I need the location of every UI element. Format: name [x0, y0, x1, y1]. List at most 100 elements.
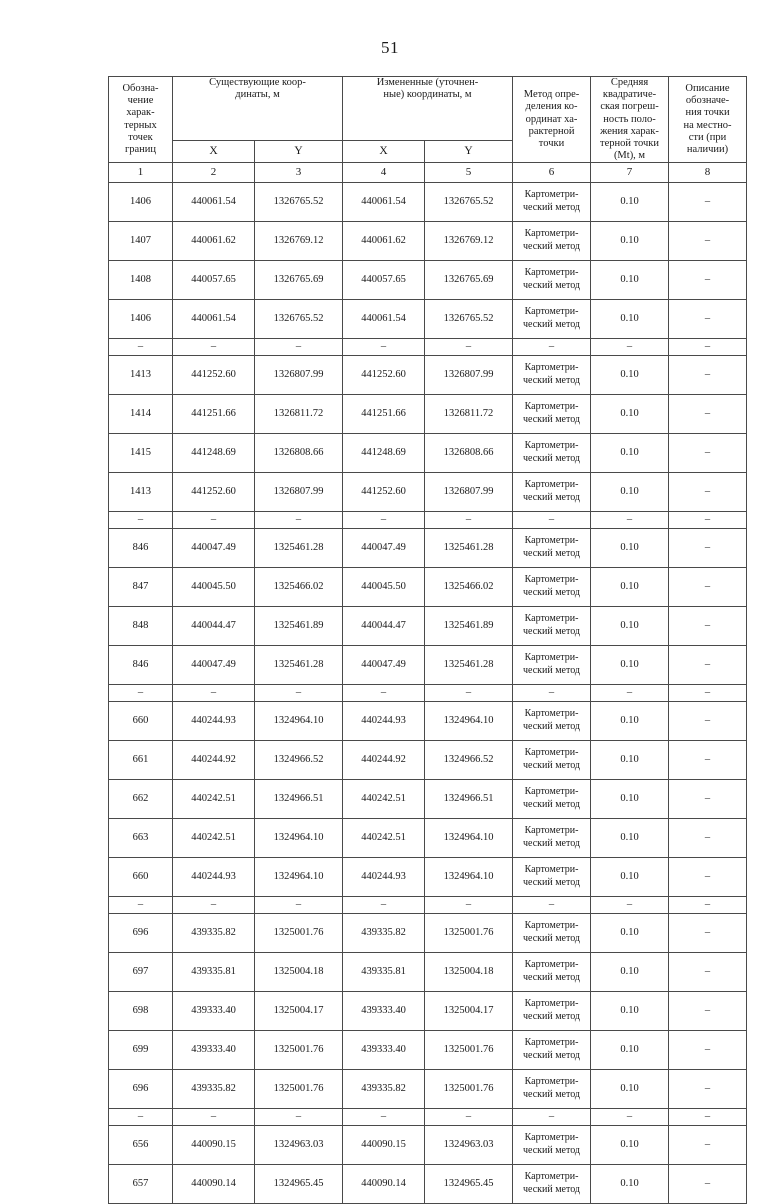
cell-changed-y: 1324964.10: [423, 857, 514, 898]
cell-point-description: –: [668, 355, 748, 396]
cell-mean-square-error: 0.10: [590, 433, 670, 474]
cell-mean-square-error: 0.10: [590, 528, 670, 569]
cell-changed-y: 1325001.76: [423, 1030, 514, 1071]
column-number: 7: [590, 162, 670, 184]
cell-mean-square-error: 0.10: [590, 991, 670, 1032]
subheader-changed-x: X: [342, 140, 425, 164]
cell-point-id: 1408: [108, 260, 173, 301]
separator-dash: –: [108, 684, 173, 703]
header-changed-coordinates: Измененные (уточнен- ные) координаты, м: [341, 75, 514, 142]
cell-point-id: 698: [108, 991, 173, 1032]
table-row: 846 440047.49 1325461.28 440047.49 1325461.2…: [108, 528, 748, 569]
table-row: 1413 441252.60 1326807.99 441252.60 1326807.…: [108, 355, 748, 396]
cell-changed-y: 1324963.03: [423, 1125, 514, 1166]
cell-changed-x: 440061.54: [342, 182, 425, 223]
method-line-1: Картометри-: [524, 228, 579, 240]
cell-changed-y: 1324964.10: [423, 701, 514, 742]
cell-mean-square-error: 0.10: [590, 701, 670, 742]
table-row: 656 440090.15 1324963.03 440090.15 1324963.0…: [108, 1125, 748, 1166]
method-line-1: Картометри-: [524, 479, 579, 491]
cell-mean-square-error: 0.10: [590, 1125, 670, 1166]
cell-existing-y: 1325461.89: [254, 606, 343, 647]
cell-point-description: –: [668, 299, 748, 340]
cell-point-id: 846: [108, 528, 173, 569]
cell-changed-y: 1324966.52: [423, 740, 514, 781]
cell-point-id: 699: [108, 1030, 173, 1071]
method-line-2: ческий метод: [523, 1184, 581, 1196]
cell-changed-x: 440044.47: [342, 606, 425, 647]
cell-changed-x: 440045.50: [342, 567, 425, 608]
cell-existing-y: 1326765.52: [254, 182, 343, 223]
table-row: 1414 441251.66 1326811.72 441251.66 1326811.…: [108, 394, 748, 435]
cell-determination-method: Картометри-ческий метод: [512, 1125, 592, 1166]
cell-point-id: 660: [108, 701, 173, 742]
cell-existing-x: 440090.14: [172, 1164, 255, 1204]
cell-changed-y: 1325461.28: [423, 528, 514, 569]
cell-existing-x: 440244.93: [172, 857, 255, 898]
separator-dash: –: [254, 1108, 343, 1127]
cell-point-description: –: [668, 779, 748, 820]
cell-existing-y: 1326769.12: [254, 221, 343, 262]
cell-changed-y: 1325001.76: [423, 913, 514, 954]
cell-determination-method: Картометри-ческий метод: [512, 182, 592, 223]
cell-changed-x: 440244.93: [342, 701, 425, 742]
separator-dash: –: [172, 511, 255, 530]
cell-changed-x: 440244.93: [342, 857, 425, 898]
coordinates-table: Обозна- чение харак- терных точек границ…: [108, 75, 748, 1204]
cell-determination-method: Картометри-ческий метод: [512, 913, 592, 954]
cell-determination-method: Картометри-ческий метод: [512, 740, 592, 781]
cell-mean-square-error: 0.10: [590, 740, 670, 781]
table-row: 1413 441252.60 1326807.99 441252.60 1326807.…: [108, 472, 748, 513]
cell-existing-y: 1324964.10: [254, 701, 343, 742]
cell-changed-x: 439335.81: [342, 952, 425, 993]
separator-dash: –: [172, 896, 255, 915]
table-row: 660 440244.93 1324964.10 440244.93 1324964.1…: [108, 701, 748, 742]
cell-mean-square-error: 0.10: [590, 818, 670, 859]
cell-determination-method: Картометри-ческий метод: [512, 606, 592, 647]
coordinates-table-container: Обозна- чение харак- терных точек границ…: [108, 75, 748, 1204]
cell-point-id: 1413: [108, 472, 173, 513]
separator-dash: –: [108, 338, 173, 357]
cell-changed-y: 1324965.45: [423, 1164, 514, 1204]
header-existing-coordinates: Существующие коор- динаты, м: [172, 75, 343, 142]
cell-point-id: 657: [108, 1164, 173, 1204]
table-separator-row: – – – – – – – –: [108, 896, 748, 915]
cell-point-id: 1406: [108, 299, 173, 340]
method-line-2: ческий метод: [523, 933, 581, 945]
cell-point-id: 1407: [108, 221, 173, 262]
method-line-2: ческий метод: [523, 877, 581, 889]
cell-determination-method: Картометри-ческий метод: [512, 528, 592, 569]
separator-dash: –: [254, 684, 343, 703]
cell-determination-method: Картометри-ческий метод: [512, 299, 592, 340]
method-line-1: Картометри-: [524, 825, 579, 837]
separator-dash: –: [342, 511, 425, 530]
cell-mean-square-error: 0.10: [590, 913, 670, 954]
separator-dash: –: [423, 1108, 514, 1127]
table-row: 663 440242.51 1324964.10 440242.51 1324964.1…: [108, 818, 748, 859]
cell-changed-x: 441252.60: [342, 472, 425, 513]
separator-dash: –: [254, 896, 343, 915]
method-line-1: Картометри-: [524, 747, 579, 759]
table-header-row-sub: X Y X Y: [109, 140, 747, 164]
method-line-2: ческий метод: [523, 453, 581, 465]
column-number: 2: [172, 162, 255, 184]
subheader-changed-y: Y: [423, 140, 514, 164]
separator-dash: –: [512, 1108, 592, 1127]
cell-changed-y: 1326769.12: [423, 221, 514, 262]
cell-changed-x: 440244.92: [342, 740, 425, 781]
table-row: 660 440244.93 1324964.10 440244.93 1324964.1…: [108, 857, 748, 898]
separator-dash: –: [668, 896, 748, 915]
separator-dash: –: [342, 1108, 425, 1127]
method-line-1: Картометри-: [524, 708, 579, 720]
method-line-1: Картометри-: [524, 920, 579, 932]
cell-point-description: –: [668, 857, 748, 898]
cell-changed-y: 1325461.89: [423, 606, 514, 647]
cell-point-id: 661: [108, 740, 173, 781]
cell-point-id: 1415: [108, 433, 173, 474]
table-body: 1406 440061.54 1326765.52 440061.54 1326765.…: [108, 182, 748, 1204]
cell-existing-x: 439333.40: [172, 991, 255, 1032]
separator-dash: –: [423, 684, 514, 703]
cell-changed-x: 439333.40: [342, 991, 425, 1032]
table-row: 657 440090.14 1324965.45 440090.14 1324965.4…: [108, 1164, 748, 1204]
cell-point-description: –: [668, 818, 748, 859]
